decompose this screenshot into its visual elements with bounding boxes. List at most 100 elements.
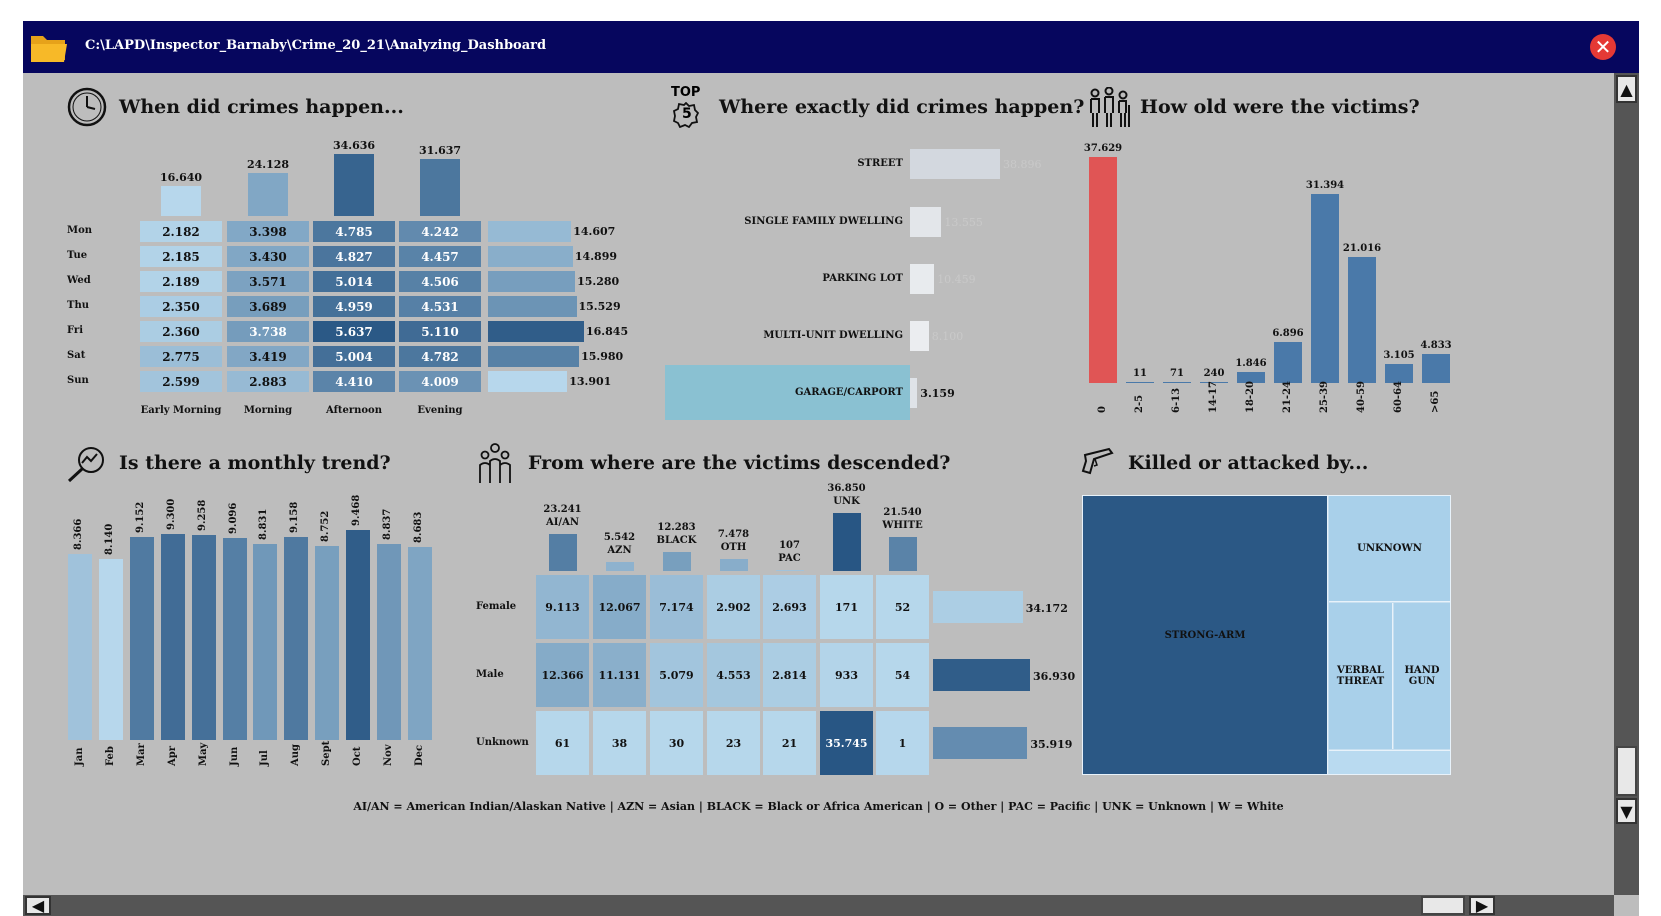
where-bar[interactable] [910,149,1000,179]
age-bar[interactable] [1237,371,1265,383]
when-cell[interactable]: 2.775 [140,346,222,367]
age-bar[interactable] [1348,256,1376,383]
descent-cell[interactable]: 12.067 [593,575,646,639]
descent-column-bar[interactable] [662,551,691,571]
scroll-right-button[interactable]: ▶ [1469,896,1495,915]
when-row-bar[interactable] [488,221,572,242]
month-bar[interactable] [222,538,247,740]
age-bar[interactable] [1385,364,1413,383]
treemap-strong-arm[interactable]: STRONG-ARM [1083,496,1328,774]
when-column-bar[interactable] [248,172,288,216]
descent-cell[interactable]: 23 [707,711,760,775]
descent-cell[interactable]: 9.113 [536,575,589,639]
when-cell[interactable]: 2.599 [140,371,222,392]
descent-cell[interactable]: 21 [763,711,816,775]
when-cell[interactable]: 5.004 [313,346,395,367]
where-bar[interactable] [910,207,942,237]
when-row-bar[interactable] [488,271,576,292]
month-bar[interactable] [253,544,278,740]
where-bar[interactable] [910,321,929,351]
month-bar[interactable] [129,537,154,740]
descent-cell[interactable]: 12.366 [536,643,589,707]
when-cell[interactable]: 3.689 [227,296,309,317]
when-cell[interactable]: 3.738 [227,321,309,342]
where-bar[interactable] [910,264,935,294]
descent-row-bar[interactable] [933,591,1023,623]
when-column-bar[interactable] [334,154,374,216]
horizontal-scroll-thumb[interactable] [1421,896,1465,915]
horizontal-scrollbar[interactable]: ◀ ▶ [23,895,1614,916]
descent-cell[interactable]: 1 [876,711,929,775]
age-bar[interactable] [1089,157,1117,383]
close-button[interactable]: ✕ [1590,34,1616,60]
age-bar[interactable] [1126,382,1154,383]
when-cell[interactable]: 4.457 [399,246,481,267]
scroll-left-button[interactable]: ◀ [25,896,51,915]
vertical-scrollbar[interactable]: ▲ ▼ [1614,73,1639,895]
vertical-scroll-thumb[interactable] [1616,746,1637,796]
descent-cell[interactable]: 61 [536,711,589,775]
when-cell[interactable]: 4.785 [313,221,395,242]
when-cell[interactable]: 5.637 [313,321,395,342]
descent-cell[interactable]: 54 [876,643,929,707]
month-bar[interactable] [160,533,185,740]
descent-cell[interactable]: 38 [593,711,646,775]
descent-cell[interactable]: 5.079 [650,643,703,707]
descent-cell[interactable]: 35.745 [820,711,873,775]
descent-cell[interactable]: 2.902 [707,575,760,639]
descent-cell[interactable]: 11.131 [593,643,646,707]
when-cell[interactable]: 4.827 [313,246,395,267]
when-cell[interactable]: 3.430 [227,246,309,267]
descent-cell[interactable]: 171 [820,575,873,639]
when-cell[interactable]: 5.110 [399,321,481,342]
where-bar[interactable] [910,378,918,408]
descent-cell[interactable]: 52 [876,575,929,639]
month-bar[interactable] [315,545,340,740]
month-bar[interactable] [407,547,432,740]
treemap-hand-gun[interactable]: HAND GUN [1394,603,1450,749]
when-cell[interactable]: 3.419 [227,346,309,367]
descent-cell[interactable]: 7.174 [650,575,703,639]
treemap-unknown[interactable]: UNKNOWN [1329,496,1450,602]
month-bar[interactable] [191,534,216,740]
when-cell[interactable]: 4.009 [399,371,481,392]
where-highlight-band[interactable] [665,365,910,420]
descent-column-bar[interactable] [888,537,917,571]
descent-column-bar[interactable] [548,534,577,571]
when-cell[interactable]: 2.182 [140,221,222,242]
descent-cell[interactable]: 4.553 [707,643,760,707]
descent-cell[interactable]: 2.814 [763,643,816,707]
descent-cell[interactable]: 933 [820,643,873,707]
descent-column-bar[interactable] [605,562,634,571]
treemap-other[interactable] [1329,750,1450,774]
when-row-bar[interactable] [488,371,568,392]
when-cell[interactable]: 4.410 [313,371,395,392]
age-bar[interactable] [1274,341,1302,383]
descent-column-bar[interactable] [775,570,804,571]
treemap-verbal-threat[interactable]: VERBAL THREAT [1329,603,1393,749]
month-bar[interactable] [98,559,123,740]
descent-cell[interactable]: 2.693 [763,575,816,639]
descent-row-bar[interactable] [933,727,1028,759]
age-bar[interactable] [1163,382,1191,383]
month-bar[interactable] [68,554,92,740]
scroll-up-button[interactable]: ▲ [1616,75,1637,103]
descent-column-bar[interactable] [832,513,861,571]
when-cell[interactable]: 2.185 [140,246,222,267]
descent-row-bar[interactable] [933,659,1030,691]
month-bar[interactable] [346,530,371,740]
when-cell[interactable]: 4.242 [399,221,481,242]
scroll-down-button[interactable]: ▼ [1616,798,1637,824]
when-row-bar[interactable] [488,346,580,367]
when-column-bar[interactable] [161,186,201,216]
descent-cell[interactable]: 30 [650,711,703,775]
when-cell[interactable]: 5.014 [313,271,395,292]
when-row-bar[interactable] [488,296,577,317]
when-cell[interactable]: 2.189 [140,271,222,292]
when-cell[interactable]: 4.531 [399,296,481,317]
month-bar[interactable] [284,536,309,740]
age-bar[interactable] [1311,194,1339,383]
when-cell[interactable]: 2.350 [140,296,222,317]
age-bar[interactable] [1200,381,1228,383]
when-cell[interactable]: 4.959 [313,296,395,317]
